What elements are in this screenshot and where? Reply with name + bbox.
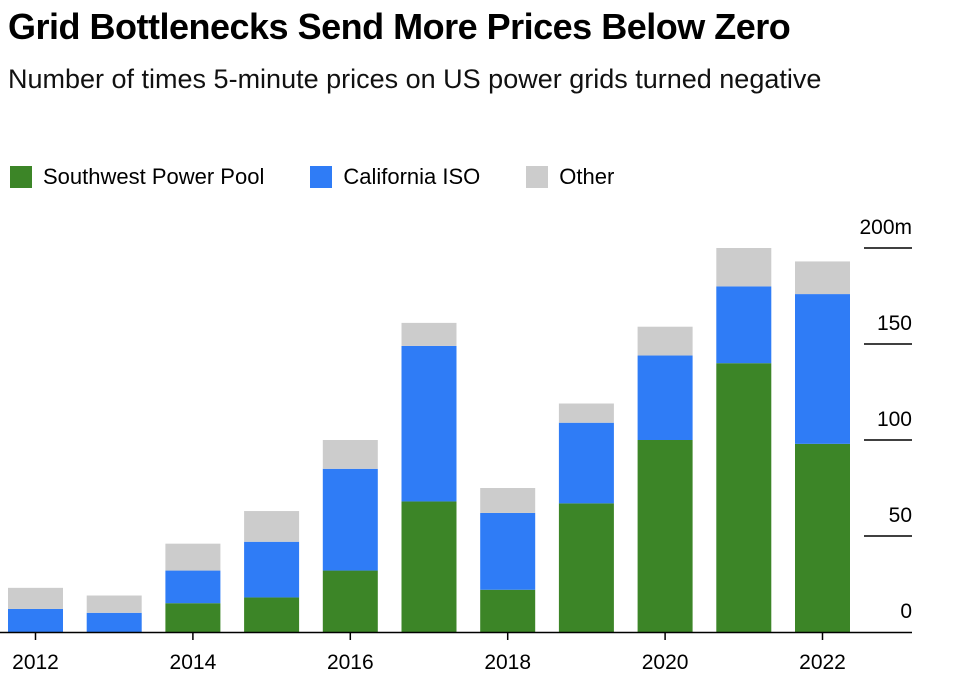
bar-2014-california-iso [165, 570, 221, 604]
bar-2017-other [401, 322, 457, 346]
bar-2020-southwest-power-pool [637, 440, 693, 632]
bar-2013-california-iso [86, 612, 142, 632]
bar-2018-other [480, 488, 536, 513]
y-tick-label-150: 150 [877, 312, 912, 335]
bar-2022-california-iso [795, 294, 850, 444]
x-tick-label-2022: 2022 [799, 651, 846, 674]
bar-2013-other [86, 595, 142, 613]
bar-2017-california-iso [401, 345, 457, 502]
legend-swatch-california-iso [310, 166, 333, 188]
bar-2015-other [244, 511, 300, 542]
bar-2019-other [558, 403, 614, 423]
bar-2021-california-iso [716, 286, 772, 364]
bar-2020-california-iso [637, 355, 693, 440]
bar-2021-other [716, 248, 772, 287]
x-tick-label-2014: 2014 [170, 651, 217, 674]
bar-2020-other [637, 326, 693, 356]
bar-2019-california-iso [558, 422, 614, 504]
bar-2014-other [165, 543, 221, 571]
chart-subtitle: Number of times 5-minute prices on US po… [8, 64, 822, 94]
legend-swatch-southwest-power-pool [10, 166, 32, 188]
bar-2017-southwest-power-pool [401, 501, 457, 632]
bar-2012-california-iso [8, 608, 63, 632]
x-tick-label-2016: 2016 [327, 651, 374, 674]
bar-2021-southwest-power-pool [716, 363, 772, 632]
bar-2015-california-iso [244, 541, 300, 598]
bar-2016-southwest-power-pool [322, 570, 378, 632]
legend-item-other: Other [526, 164, 614, 190]
legend-label-other: Other [559, 164, 615, 189]
bar-2016-other [322, 440, 378, 469]
bar-2016-california-iso [322, 468, 378, 571]
x-tick-label-2012: 2012 [12, 651, 59, 674]
bar-2022-southwest-power-pool [795, 443, 850, 632]
y-tick-label-200: 200m [859, 216, 912, 239]
x-tick-label-2018: 2018 [484, 651, 531, 674]
bar-2012-other [8, 587, 63, 609]
y-tick-label-50: 50 [889, 504, 912, 527]
legend: Southwest Power Pool California ISO Othe… [10, 164, 660, 190]
chart-title: Grid Bottlenecks Send More Prices Below … [8, 6, 791, 47]
y-tick-label-0: 0 [900, 600, 912, 623]
bar-2014-southwest-power-pool [165, 603, 221, 632]
bar-2015-southwest-power-pool [244, 597, 300, 632]
legend-item-southwest-power-pool: Southwest Power Pool [10, 164, 264, 190]
legend-item-california-iso: California ISO [310, 164, 480, 190]
y-tick-label-100: 100 [877, 408, 912, 431]
legend-label-southwest-power-pool: Southwest Power Pool [43, 164, 265, 189]
bar-2019-southwest-power-pool [558, 503, 614, 632]
legend-swatch-other [526, 166, 549, 188]
bar-2022-other [795, 261, 850, 295]
x-tick-label-2020: 2020 [642, 651, 689, 674]
bar-2018-california-iso [480, 512, 536, 590]
legend-label-california-iso: California ISO [343, 164, 481, 189]
bar-2018-southwest-power-pool [480, 589, 536, 632]
